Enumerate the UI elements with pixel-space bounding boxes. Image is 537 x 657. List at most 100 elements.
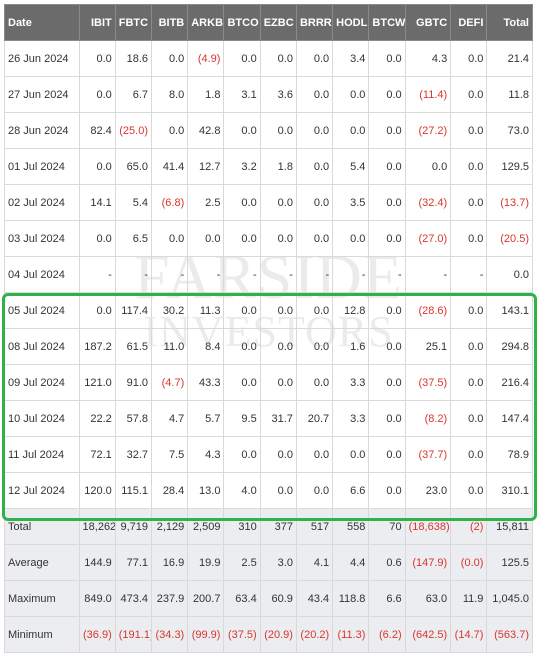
value-cell: 0.0 <box>152 113 188 149</box>
date-cell: 08 Jul 2024 <box>5 329 80 365</box>
summary-cell: 2.5 <box>224 545 260 581</box>
value-cell: 20.7 <box>296 401 332 437</box>
col-btcw: BTCW <box>369 5 405 41</box>
value-cell: 9.5 <box>224 401 260 437</box>
value-cell: 0.0 <box>369 329 405 365</box>
value-cell: 0.0 <box>224 113 260 149</box>
summary-cell: 77.1 <box>115 545 151 581</box>
value-cell: 0.0 <box>369 185 405 221</box>
summary-cell: 9,719 <box>115 509 151 545</box>
summary-cell: 6.6 <box>369 581 405 617</box>
value-cell: - <box>115 257 151 293</box>
col-arkb: ARKB <box>188 5 224 41</box>
value-cell: 0.0 <box>260 41 296 77</box>
value-cell: 0.0 <box>451 473 487 509</box>
value-cell: 0.0 <box>260 185 296 221</box>
value-cell: 6.5 <box>115 221 151 257</box>
date-cell: 11 Jul 2024 <box>5 437 80 473</box>
value-cell: 0.0 <box>333 221 369 257</box>
value-cell: 7.5 <box>152 437 188 473</box>
value-cell: 0.0 <box>79 149 115 185</box>
value-cell: 73.0 <box>487 113 533 149</box>
value-cell: 28.4 <box>152 473 188 509</box>
summary-label: Minimum <box>5 617 80 653</box>
summary-cell: (191.1) <box>115 617 151 653</box>
value-cell: (37.7) <box>405 437 451 473</box>
value-cell: 11.3 <box>188 293 224 329</box>
value-cell: - <box>451 257 487 293</box>
summary-cell: 70 <box>369 509 405 545</box>
value-cell: 1.8 <box>188 77 224 113</box>
value-cell: 12.8 <box>333 293 369 329</box>
value-cell: 0.0 <box>369 221 405 257</box>
value-cell: 0.0 <box>188 221 224 257</box>
value-cell: 0.0 <box>79 221 115 257</box>
summary-cell: (6.2) <box>369 617 405 653</box>
col-btco: BTCO <box>224 5 260 41</box>
value-cell: 0.0 <box>260 293 296 329</box>
value-cell: 42.8 <box>188 113 224 149</box>
value-cell: 0.0 <box>296 149 332 185</box>
value-cell: (20.5) <box>487 221 533 257</box>
value-cell: 78.9 <box>487 437 533 473</box>
value-cell: 0.0 <box>369 365 405 401</box>
value-cell: 21.4 <box>487 41 533 77</box>
value-cell: 0.0 <box>451 41 487 77</box>
value-cell: 0.0 <box>224 437 260 473</box>
value-cell: 13.0 <box>188 473 224 509</box>
date-cell: 09 Jul 2024 <box>5 365 80 401</box>
value-cell: 129.5 <box>487 149 533 185</box>
value-cell: 0.0 <box>260 437 296 473</box>
value-cell: 5.4 <box>333 149 369 185</box>
value-cell: 1.8 <box>260 149 296 185</box>
value-cell: 0.0 <box>296 41 332 77</box>
value-cell: 6.6 <box>333 473 369 509</box>
table-row: 12 Jul 2024120.0115.128.413.04.00.00.06.… <box>5 473 533 509</box>
value-cell: 0.0 <box>451 185 487 221</box>
value-cell: 0.0 <box>296 329 332 365</box>
date-cell: 27 Jun 2024 <box>5 77 80 113</box>
value-cell: 0.0 <box>451 149 487 185</box>
col-defi: DEFI <box>451 5 487 41</box>
value-cell: 0.0 <box>451 293 487 329</box>
value-cell: - <box>188 257 224 293</box>
value-cell: 120.0 <box>79 473 115 509</box>
value-cell: 3.3 <box>333 365 369 401</box>
summary-cell: 2,129 <box>152 509 188 545</box>
date-cell: 02 Jul 2024 <box>5 185 80 221</box>
value-cell: 23.0 <box>405 473 451 509</box>
summary-cell: (37.5) <box>224 617 260 653</box>
table-row: 01 Jul 20240.065.041.412.73.21.80.05.40.… <box>5 149 533 185</box>
value-cell: 3.5 <box>333 185 369 221</box>
value-cell: 3.2 <box>224 149 260 185</box>
summary-cell: 15,811 <box>487 509 533 545</box>
date-cell: 05 Jul 2024 <box>5 293 80 329</box>
summary-cell: 4.4 <box>333 545 369 581</box>
summary-cell: (14.7) <box>451 617 487 653</box>
value-cell: 0.0 <box>296 365 332 401</box>
value-cell: 72.1 <box>79 437 115 473</box>
date-cell: 26 Jun 2024 <box>5 41 80 77</box>
summary-label: Maximum <box>5 581 80 617</box>
col-ezbc: EZBC <box>260 5 296 41</box>
value-cell: 0.0 <box>333 437 369 473</box>
value-cell: 1.6 <box>333 329 369 365</box>
value-cell: - <box>79 257 115 293</box>
value-cell: 0.0 <box>369 473 405 509</box>
header-row: DateIBITFBTCBITBARKBBTCOEZBCBRRRHODLBTCW… <box>5 5 533 41</box>
value-cell: - <box>260 257 296 293</box>
summary-cell: (0.0) <box>451 545 487 581</box>
value-cell: 0.0 <box>296 293 332 329</box>
summary-cell: (2) <box>451 509 487 545</box>
summary-cell: (20.9) <box>260 617 296 653</box>
summary-cell: (20.2) <box>296 617 332 653</box>
summary-cell: 237.9 <box>152 581 188 617</box>
value-cell: (27.0) <box>405 221 451 257</box>
value-cell: 0.0 <box>224 185 260 221</box>
value-cell: 0.0 <box>451 113 487 149</box>
value-cell: 121.0 <box>79 365 115 401</box>
value-cell: 115.1 <box>115 473 151 509</box>
value-cell: 43.3 <box>188 365 224 401</box>
table-row: 27 Jun 20240.06.78.01.83.13.60.00.00.0(1… <box>5 77 533 113</box>
value-cell: 0.0 <box>451 329 487 365</box>
